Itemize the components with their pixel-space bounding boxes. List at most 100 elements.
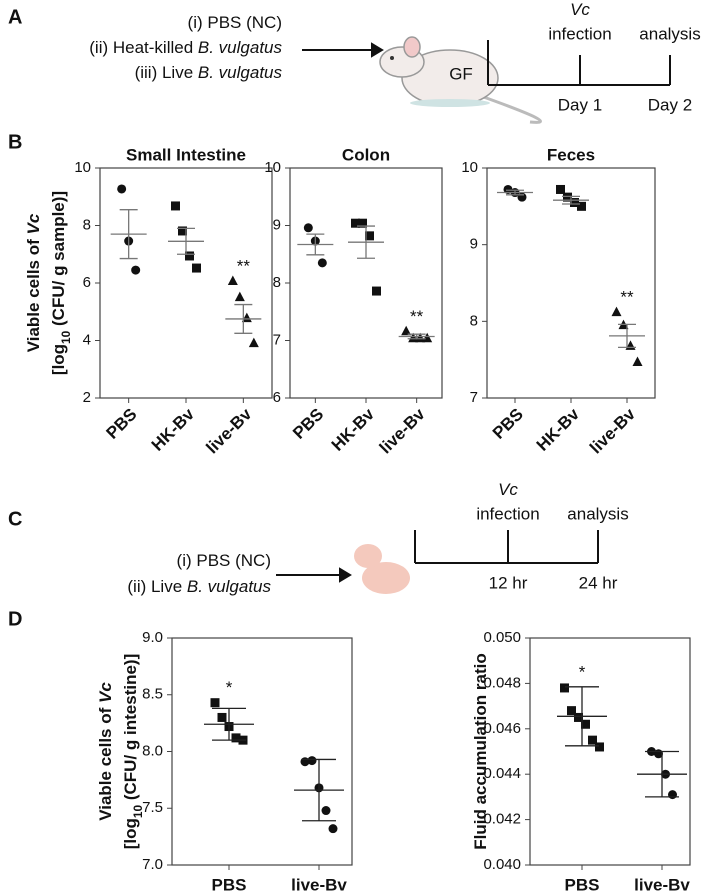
point bbox=[588, 735, 597, 745]
arrow-head bbox=[339, 567, 352, 583]
panel-label: D bbox=[8, 608, 22, 630]
point bbox=[358, 218, 367, 228]
y-tick-label: 6 bbox=[83, 274, 91, 291]
significance: ** bbox=[620, 288, 634, 307]
arrow-head bbox=[371, 42, 384, 58]
text-segment: Vc bbox=[570, 0, 590, 19]
text-segment: Fluid accumulation ratio bbox=[471, 653, 490, 849]
x-tick-label: live-Bv bbox=[586, 404, 639, 457]
point bbox=[422, 332, 433, 343]
significance: * bbox=[579, 662, 586, 681]
point bbox=[321, 806, 331, 816]
rich-text: (i) PBS (NC) bbox=[177, 551, 271, 570]
rich-text: [log10 (CFU/ g intestine)] bbox=[121, 654, 145, 850]
axis-frame bbox=[171, 637, 353, 866]
text-segment: Viable cells of bbox=[24, 235, 43, 353]
point bbox=[563, 192, 572, 202]
x-tick-label: PBS bbox=[103, 405, 141, 443]
axis-frame bbox=[529, 637, 691, 866]
point bbox=[365, 231, 374, 241]
time-label: Day 2 bbox=[648, 95, 692, 114]
y-tick-label: 8 bbox=[273, 274, 281, 291]
rich-text: (iii) Live B. vulgatus bbox=[135, 63, 283, 82]
text-segment: B. vulgatus bbox=[198, 38, 283, 57]
mouse-tail bbox=[477, 93, 542, 124]
point bbox=[307, 756, 317, 766]
point bbox=[611, 306, 622, 317]
y-tick-label: 7 bbox=[273, 331, 281, 348]
text-segment: (ii) Live bbox=[127, 577, 187, 596]
y-tick-label: 8.0 bbox=[142, 742, 163, 759]
point bbox=[577, 201, 586, 211]
point bbox=[248, 337, 259, 348]
y-tick-label: 8 bbox=[83, 216, 91, 233]
point bbox=[567, 706, 576, 716]
y-tick-label: 10 bbox=[264, 159, 281, 176]
chart-title: Colon bbox=[342, 145, 390, 164]
rich-text: Vc bbox=[498, 480, 518, 499]
chart-title: Small Intestine bbox=[126, 145, 246, 164]
text-segment: [log bbox=[49, 344, 68, 375]
text-segment: (iii) Live bbox=[135, 63, 198, 82]
x-tick-label: live-Bv bbox=[202, 404, 255, 457]
point bbox=[503, 184, 513, 194]
text-segment: 10 bbox=[59, 330, 73, 344]
text-segment: (i) PBS (NC) bbox=[188, 13, 282, 32]
point bbox=[517, 192, 527, 202]
rich-text: (ii) Live B. vulgatus bbox=[127, 577, 271, 596]
y-tick-label: 7.0 bbox=[142, 856, 163, 873]
y-tick-label: 0.048 bbox=[483, 674, 521, 691]
rich-text: Viable cells of Vc bbox=[24, 213, 43, 352]
y-tick-label: 0.046 bbox=[483, 720, 521, 737]
y-tick-label: 2 bbox=[83, 389, 91, 406]
axis-frame bbox=[289, 167, 443, 399]
x-tick-label: HK-Bv bbox=[148, 404, 199, 455]
y-tick-label: 10 bbox=[74, 159, 91, 176]
point bbox=[556, 184, 565, 194]
panel-label: C bbox=[8, 508, 22, 530]
point bbox=[117, 184, 127, 194]
y-tick-label: 9.0 bbox=[142, 629, 163, 646]
text-segment: (CFU/ g sample)] bbox=[49, 191, 68, 331]
x-tick-label: HK-Bv bbox=[328, 404, 379, 455]
y-tick-label: 4 bbox=[83, 331, 91, 348]
event-label: infection bbox=[548, 24, 611, 43]
point bbox=[408, 332, 419, 343]
rich-text: Fluid accumulation ratio bbox=[471, 653, 490, 849]
significance: ** bbox=[237, 256, 251, 275]
panel-label: B bbox=[8, 131, 22, 153]
pup-head bbox=[354, 544, 382, 568]
text-segment: Vc bbox=[96, 682, 115, 703]
point bbox=[668, 790, 677, 800]
point bbox=[131, 265, 141, 275]
host-label: GF bbox=[449, 64, 473, 83]
y-tick-label: 0.042 bbox=[483, 811, 521, 828]
text-segment: (i) PBS (NC) bbox=[177, 551, 271, 570]
x-tick-label: live-Bv bbox=[291, 875, 347, 894]
point bbox=[192, 263, 201, 273]
point bbox=[241, 312, 252, 323]
y-tick-label: 9 bbox=[470, 236, 478, 253]
y-tick-label: 7 bbox=[470, 389, 478, 406]
time-label: Day 1 bbox=[558, 95, 602, 114]
x-tick-label: live-Bv bbox=[634, 875, 690, 894]
diagram-c bbox=[276, 530, 599, 594]
y-tick-label: 10 bbox=[461, 159, 478, 176]
event-label: infection bbox=[476, 504, 539, 523]
time-label: 24 hr bbox=[579, 573, 618, 592]
text-segment: (ii) Heat-killed bbox=[89, 38, 198, 57]
chart-title: Feces bbox=[547, 145, 595, 164]
text-segment: (CFU/ g intestine)] bbox=[121, 654, 140, 805]
rich-text: Vc bbox=[570, 0, 590, 19]
x-tick-label: PBS bbox=[565, 875, 600, 894]
mouse-shadow bbox=[410, 99, 490, 107]
significance: * bbox=[226, 678, 233, 697]
x-tick-label: PBS bbox=[212, 875, 247, 894]
y-tick-label: 0.044 bbox=[483, 765, 521, 782]
text-segment: Vc bbox=[24, 213, 43, 234]
point bbox=[632, 356, 643, 366]
point bbox=[372, 286, 381, 296]
text-segment: 10 bbox=[131, 804, 145, 818]
rich-text: Viable cells of Vc bbox=[96, 682, 115, 821]
point bbox=[570, 198, 579, 207]
